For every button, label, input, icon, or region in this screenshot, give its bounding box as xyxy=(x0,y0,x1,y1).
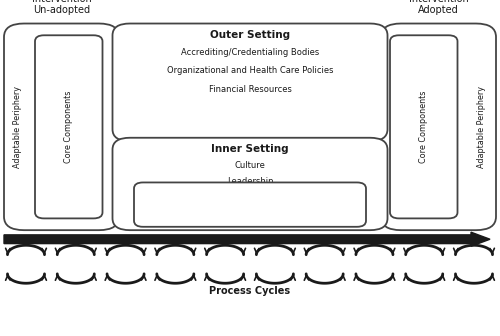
FancyBboxPatch shape xyxy=(390,35,458,218)
FancyBboxPatch shape xyxy=(134,182,366,227)
FancyBboxPatch shape xyxy=(381,24,496,230)
Text: Core Components: Core Components xyxy=(419,91,428,163)
Text: Leadership: Leadership xyxy=(227,177,273,186)
Text: Accrediting/Credentialing Bodies: Accrediting/Credentialing Bodies xyxy=(181,48,319,56)
Text: Implementation Climate: Implementation Climate xyxy=(199,193,301,202)
Text: Individuals Involved: Individuals Involved xyxy=(194,187,306,197)
Text: Adaptable Periphery: Adaptable Periphery xyxy=(478,86,486,168)
Text: Patients: Patients xyxy=(312,210,348,218)
Text: Core Components: Core Components xyxy=(64,91,73,163)
FancyBboxPatch shape xyxy=(35,35,102,218)
Text: Students: Students xyxy=(230,210,270,218)
Text: Intervention
Un-adopted: Intervention Un-adopted xyxy=(32,0,92,15)
Text: Outer Setting: Outer Setting xyxy=(210,30,290,40)
Text: Process Cycles: Process Cycles xyxy=(210,286,290,296)
Text: Faculty: Faculty xyxy=(154,210,186,218)
Text: Culture: Culture xyxy=(234,161,266,170)
Text: Organizational and Health Care Policies: Organizational and Health Care Policies xyxy=(167,66,333,75)
FancyBboxPatch shape xyxy=(112,24,388,141)
FancyBboxPatch shape xyxy=(112,138,388,230)
Text: Financial Resources: Financial Resources xyxy=(208,85,292,93)
Text: Adaptable Periphery: Adaptable Periphery xyxy=(14,86,22,168)
Text: Inner Setting: Inner Setting xyxy=(211,143,289,154)
FancyBboxPatch shape xyxy=(4,24,119,230)
FancyArrow shape xyxy=(4,232,490,246)
Text: Intervention
Adopted: Intervention Adopted xyxy=(408,0,469,15)
